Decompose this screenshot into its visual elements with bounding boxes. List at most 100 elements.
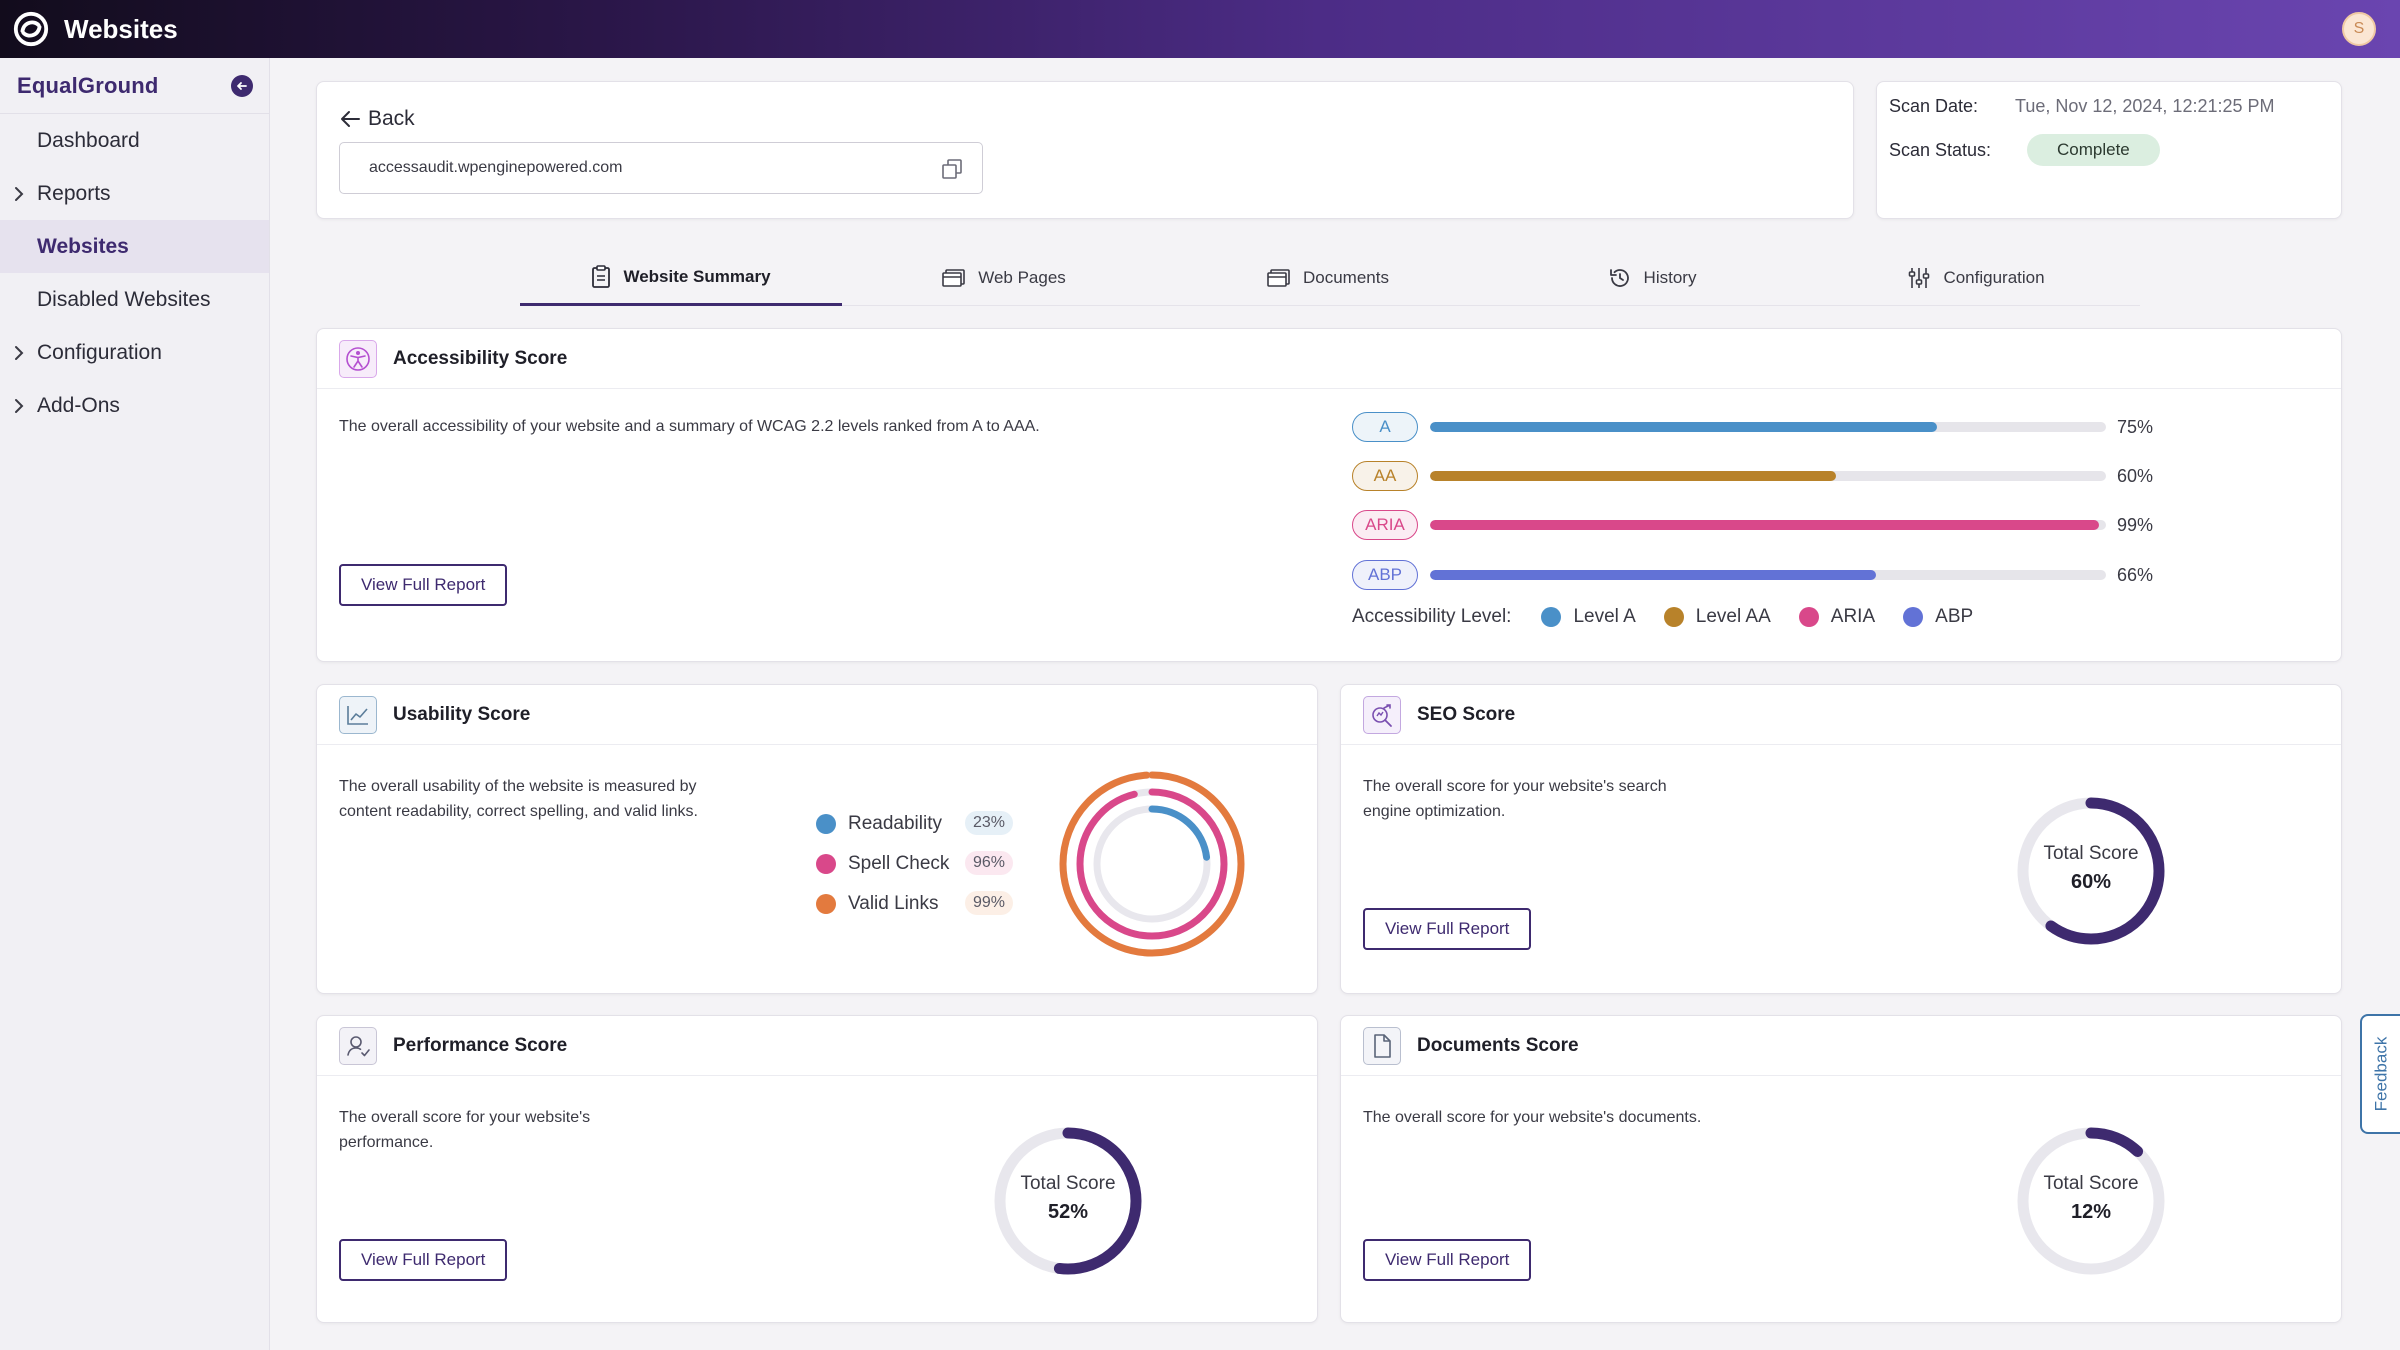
collapse-sidebar-icon[interactable]: [231, 74, 253, 97]
seo-score-donut: [2017, 797, 2165, 945]
website-url-card: Back accessaudit.wpenginepowered.com: [316, 81, 1854, 219]
card-title: Documents Score: [1417, 1034, 1579, 1056]
accessibility-bar-row: A 75%: [1352, 411, 2153, 443]
accessibility-score-card: Accessibility Score The overall accessib…: [316, 328, 2342, 662]
scan-date-value: Tue, Nov 12, 2024, 12:21:25 PM: [2015, 96, 2275, 116]
metric-label: Valid Links: [848, 893, 939, 914]
progress-fill: [1430, 422, 1937, 432]
usability-score-card: Usability Score The overall usability of…: [316, 684, 1318, 994]
card-description: The overall score for your website's doc…: [1363, 1109, 1702, 1126]
tab-history[interactable]: History: [1490, 250, 1814, 306]
user-performance-icon: [339, 1026, 377, 1065]
total-score-value: 52%: [1047, 1201, 1089, 1223]
feedback-tab[interactable]: Feedback: [2360, 1014, 2400, 1134]
level-badge: A: [1352, 412, 1418, 442]
view-full-report-button[interactable]: View Full Report: [1363, 1239, 1532, 1281]
seo-score-arc: [2017, 797, 2165, 945]
sidebar-item-websites[interactable]: Websites: [0, 220, 269, 273]
total-score-label: Total Score: [2043, 843, 2139, 864]
level-percent: 66%: [2117, 564, 2154, 585]
usability-metric-readability: Readability 23%: [816, 811, 1014, 835]
legend-label: Level AA: [1695, 606, 1771, 627]
total-score-value: 12%: [2070, 1201, 2112, 1223]
card-description: The overall score for your website's sea…: [1363, 774, 1667, 824]
document-icon: [1363, 1026, 1401, 1065]
app-title: Websites: [64, 13, 178, 44]
card-description: The overall usability of the website is …: [339, 774, 698, 824]
card-description: The overall score for your website's per…: [339, 1105, 590, 1155]
chevron-right-icon: [15, 187, 24, 201]
sidebar-item-add-ons[interactable]: Add-Ons: [0, 379, 269, 432]
tab-label: Website Summary: [623, 266, 771, 286]
total-score-label: Total Score: [2043, 1173, 2139, 1194]
legend-item: ARIA: [1798, 606, 1875, 628]
card-header: Usability Score: [317, 685, 1317, 745]
metric-value: 99%: [965, 891, 1014, 915]
scan-info-card: Scan Date: Tue, Nov 12, 2024, 12:21:25 P…: [1876, 81, 2342, 219]
description-line: The overall usability of the website is …: [339, 778, 697, 795]
browser-icon: [942, 269, 966, 287]
description-line: engine optimization.: [1363, 803, 1506, 820]
performance-score-card: Performance Score The overall score for …: [316, 1015, 1318, 1323]
tab-bar: Website Summary Web Pages Documents Hist…: [520, 250, 2140, 306]
sidebar-item-reports[interactable]: Reports: [0, 167, 269, 220]
sidebar-item-label: Disabled Websites: [37, 287, 211, 311]
legend-label: ABP: [1935, 606, 1974, 627]
usability-rings-chart: [1059, 771, 1245, 957]
legend-item: Level A: [1541, 606, 1636, 628]
sidebar-item-label: Configuration: [37, 340, 162, 364]
app-logo-icon[interactable]: [12, 10, 50, 48]
sidebar-item-dashboard[interactable]: Dashboard: [0, 114, 269, 167]
view-full-report-button[interactable]: View Full Report: [339, 564, 508, 606]
seo-search-icon: [1363, 695, 1401, 734]
card-title: Accessibility Score: [393, 347, 568, 369]
accessibility-bar-row: AA 60%: [1352, 460, 2153, 492]
tab-documents[interactable]: Documents: [1166, 250, 1490, 306]
tab-web-pages[interactable]: Web Pages: [842, 250, 1166, 306]
scan-date-row: Scan Date: Tue, Nov 12, 2024, 12:21:25 P…: [1889, 96, 2275, 117]
back-button[interactable]: Back: [339, 107, 415, 131]
accessibility-bar-row: ABP 66%: [1352, 559, 2153, 591]
sliders-icon: [1909, 268, 1930, 288]
legend-dot: [1798, 607, 1819, 627]
sidebar-item-label: Dashboard: [37, 128, 140, 152]
user-avatar[interactable]: S: [2342, 12, 2376, 46]
level-badge: ARIA: [1352, 510, 1418, 540]
seo-score-card: SEO Score The overall score for your web…: [1340, 684, 2342, 994]
org-name[interactable]: EqualGround: [17, 72, 159, 98]
legend-item: Level AA: [1663, 606, 1771, 628]
metric-value: 23%: [965, 811, 1014, 835]
view-full-report-button[interactable]: View Full Report: [1363, 908, 1532, 950]
progress-fill: [1430, 570, 1877, 580]
scan-status-label: Scan Status:: [1889, 139, 1992, 160]
documents-score-arc: [2017, 1127, 2165, 1275]
sidebar-item-disabled-websites[interactable]: Disabled Websites: [0, 273, 269, 326]
website-url-text: accessaudit.wpenginepowered.com: [369, 159, 623, 176]
performance-total-score: Total Score 52%: [991, 1173, 1145, 1224]
legend-dot: [816, 854, 836, 874]
seo-total-score: Total Score 60%: [2014, 843, 2168, 894]
usability-spell-check-arc: [1076, 788, 1228, 940]
legend-item: ABP: [1903, 606, 1973, 628]
tab-website-summary[interactable]: Website Summary: [520, 250, 842, 306]
copy-icon[interactable]: [940, 157, 964, 181]
card-title: Usability Score: [393, 703, 531, 725]
website-url-field[interactable]: accessaudit.wpenginepowered.com: [339, 142, 983, 194]
scan-status-row: Scan Status: Complete: [1889, 134, 2160, 166]
usability-readability-arc: [1093, 805, 1211, 923]
sidebar-item-configuration[interactable]: Configuration: [0, 326, 269, 379]
total-score-value: 60%: [2070, 871, 2112, 893]
level-percent: 75%: [2117, 416, 2154, 437]
legend-dot: [1541, 607, 1562, 627]
documents-score-card: Documents Score The overall score for yo…: [1340, 1015, 2342, 1323]
usability-metric-spell-check: Spell Check 96%: [816, 851, 1014, 875]
browser-icon: [1267, 269, 1290, 287]
history-icon: [1609, 269, 1629, 287]
accessibility-icon: [339, 339, 377, 378]
view-full-report-button[interactable]: View Full Report: [339, 1239, 508, 1281]
progress-track: [1430, 520, 2106, 530]
legend-dot: [1903, 607, 1924, 627]
description-line: performance.: [339, 1134, 434, 1151]
tab-label: Documents: [1303, 268, 1389, 287]
tab-configuration[interactable]: Configuration: [1814, 250, 2138, 306]
